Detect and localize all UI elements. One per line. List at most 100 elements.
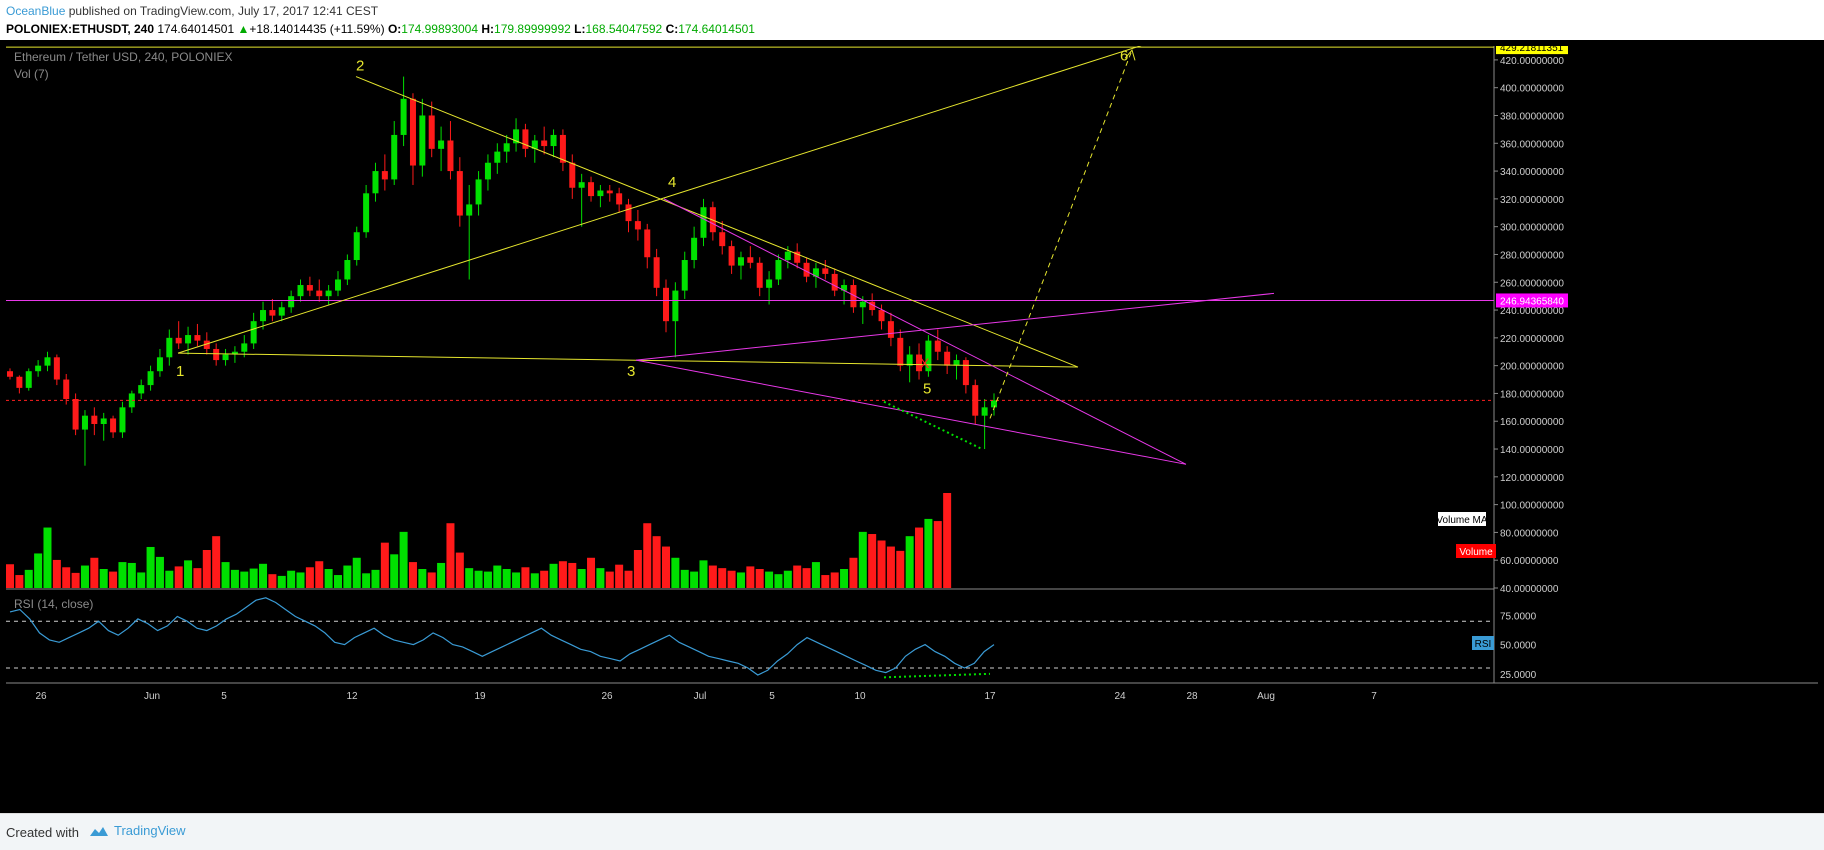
volume-bar	[699, 560, 708, 588]
volume-bar	[755, 569, 764, 588]
candle-body	[260, 310, 267, 322]
volume-bar	[521, 567, 530, 588]
volume-bar	[624, 570, 633, 588]
candle-body	[325, 290, 332, 297]
candle-body	[363, 193, 370, 233]
volume-bar	[52, 559, 61, 588]
legend-box[interactable]	[1438, 512, 1486, 526]
tradingview-link[interactable]: TradingView	[88, 823, 186, 838]
candle-body	[644, 229, 651, 258]
candle-body	[419, 115, 426, 166]
volume-bar	[155, 556, 164, 588]
author-link[interactable]: OceanBlue	[6, 4, 66, 18]
low-value: 168.54047592	[585, 22, 663, 36]
volume-bar	[577, 569, 586, 588]
publish-line: OceanBlue published on TradingView.com, …	[6, 4, 378, 18]
projection-arrow-icon	[1124, 49, 1136, 61]
price-divergence-line	[883, 400, 983, 450]
volume-bar	[34, 553, 43, 588]
volume-bar	[437, 562, 446, 588]
volume-bar	[127, 562, 136, 588]
volume-bar	[793, 565, 802, 588]
legend-label: Volume	[1459, 547, 1493, 558]
footer: Created with TradingView	[0, 813, 1824, 850]
volume-bar	[380, 542, 389, 588]
candle-body	[110, 418, 117, 433]
volume-bar	[736, 572, 745, 588]
candle-body	[719, 232, 726, 247]
wave-label-3: 3	[627, 363, 635, 380]
volume-bar	[558, 561, 567, 588]
candle-body	[231, 351, 238, 355]
candle-body	[203, 340, 210, 349]
volume-bar	[924, 518, 933, 588]
time-tick-label: 24	[1114, 691, 1126, 702]
candle-body	[850, 285, 857, 308]
price-tick-label: 140.00000000	[1500, 445, 1564, 456]
candle-body	[663, 287, 669, 322]
time-axis-background	[6, 684, 1818, 812]
candle-body	[906, 354, 913, 366]
candle-body	[822, 268, 829, 274]
candle-body	[391, 134, 398, 180]
volume-bar	[202, 550, 211, 588]
volume-bar	[886, 546, 895, 588]
volume-bar	[802, 568, 811, 588]
candle-body	[841, 285, 848, 291]
candle-body	[756, 262, 763, 288]
candle-body	[484, 162, 491, 180]
legend-box[interactable]	[1472, 636, 1494, 650]
candle-body	[784, 251, 791, 261]
chart-canvas[interactable]: 40.00000000 60.00000000 80.00000000 100.000…	[6, 37, 1818, 812]
volume-bar	[259, 563, 268, 588]
candle-body	[466, 204, 473, 216]
candle-body	[53, 357, 60, 380]
candle-body	[737, 257, 744, 266]
candle-body	[409, 98, 416, 166]
open-value: 174.99893004	[401, 22, 479, 36]
candle-body	[700, 207, 707, 238]
candle-body	[513, 129, 520, 144]
volume-bar	[324, 569, 333, 588]
volume-bar	[596, 568, 605, 588]
volume-bar	[652, 536, 661, 588]
volume-bar	[671, 557, 680, 588]
candle-body	[400, 98, 407, 135]
projection-dashed-line	[989, 49, 1133, 419]
candle-body	[100, 418, 107, 425]
volume-bar	[549, 563, 558, 588]
rsi-tick-label: 25.0000	[1500, 670, 1537, 681]
time-tick-label: 12	[346, 691, 358, 702]
volume-bar	[408, 562, 417, 588]
high-value: 179.89999992	[494, 22, 571, 36]
volume-bar	[24, 569, 33, 588]
volume-bar	[71, 572, 80, 588]
candle-body	[185, 335, 192, 344]
candle-body	[691, 237, 698, 261]
volume-bar	[99, 569, 108, 588]
price-tick-label: 380.00000000	[1500, 111, 1564, 122]
volume-bar	[896, 550, 905, 588]
high-label: H:	[481, 22, 495, 36]
chart-area[interactable]: 40.00000000 60.00000000 80.00000000 100.000…	[6, 37, 1818, 812]
volume-bar	[502, 569, 511, 588]
volume-bar	[933, 521, 942, 588]
volume-bar	[540, 570, 549, 588]
candle-body	[869, 301, 876, 311]
price-tick-label: 220.00000000	[1500, 334, 1564, 345]
volume-bar	[446, 523, 455, 588]
volume-bar	[362, 573, 371, 588]
volume-bar	[858, 531, 867, 588]
legend-box[interactable]	[1456, 544, 1496, 558]
time-tick-label: Jul	[694, 691, 707, 702]
volume-bar	[483, 571, 492, 588]
candle-body	[934, 340, 941, 352]
candle-body	[456, 171, 463, 216]
volume-bar	[230, 569, 239, 588]
volume-bar	[315, 561, 324, 588]
volume-bar	[765, 571, 774, 588]
volume-bar	[915, 527, 924, 588]
candle-body	[803, 262, 810, 277]
price-tick-label: 420.00000000	[1500, 56, 1564, 67]
candle-body	[794, 251, 801, 263]
